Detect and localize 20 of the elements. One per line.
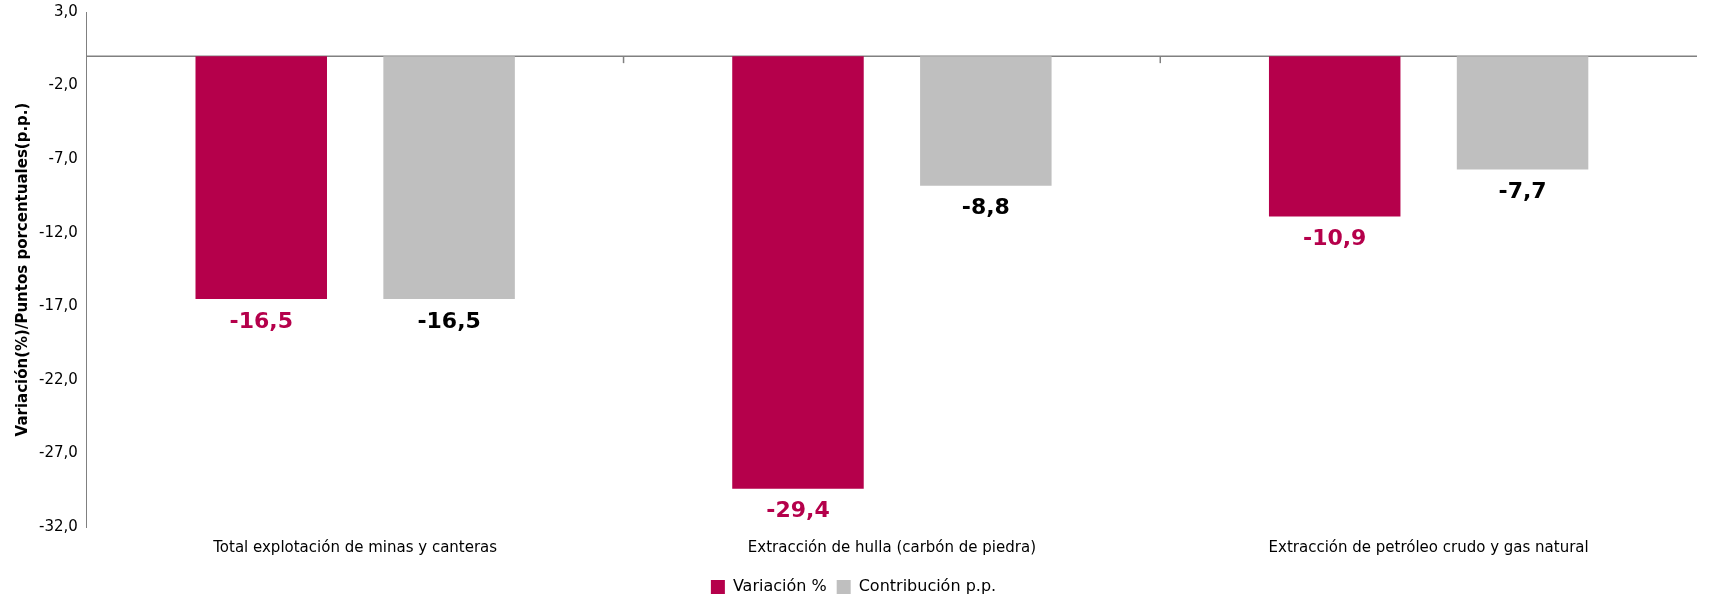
data-label: -7,7 [1498, 178, 1547, 204]
x-tick-label: Extracción de hulla (carbón de piedra) [747, 537, 1036, 556]
data-label: -8,8 [961, 194, 1010, 220]
y-axis-title: Variación(%)/Puntos porcentuales(p.p.) [12, 102, 31, 437]
y-tick-label: -17,0 [39, 296, 78, 315]
y-tick-label: -2,0 [48, 75, 78, 94]
data-label: -16,5 [417, 307, 481, 333]
x-tick-label: Total explotación de minas y canteras [212, 537, 498, 556]
y-tick-label: -12,0 [39, 222, 78, 241]
data-label: -10,9 [1303, 225, 1367, 251]
y-tick-label: -32,0 [39, 516, 78, 535]
legend-label: Variación % [732, 576, 827, 596]
x-tick-label: Extracción de petróleo crudo y gas natural [1268, 537, 1589, 556]
y-tick-label: 3,0 [53, 1, 78, 20]
y-tick-label: -27,0 [39, 443, 78, 462]
data-label: -29,4 [766, 497, 830, 523]
y-tick-label: -22,0 [39, 369, 78, 388]
y-tick-label: -7,0 [48, 149, 78, 168]
legend-label: Contribución p.p. [858, 576, 997, 596]
data-label: -16,5 [229, 307, 293, 333]
